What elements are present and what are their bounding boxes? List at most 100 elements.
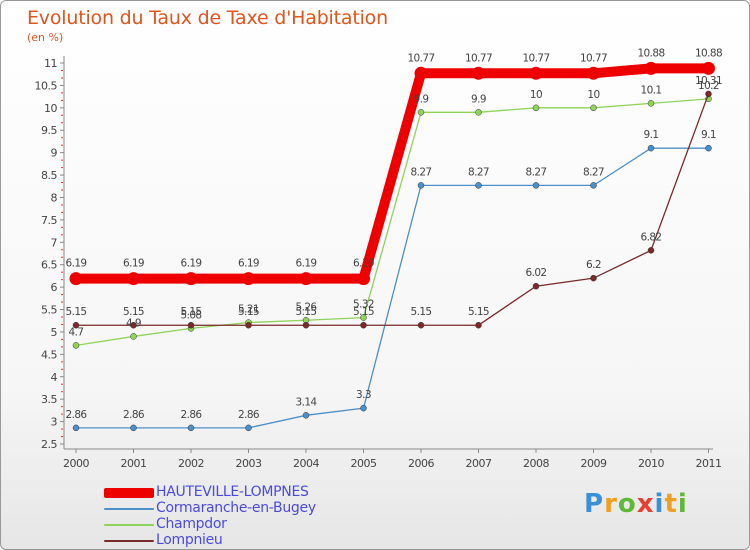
- x-tick-label: 2005: [351, 457, 377, 470]
- data-point: [532, 282, 540, 290]
- data-label: 9.9: [471, 93, 486, 105]
- data-point: [705, 90, 712, 98]
- y-tick-label: 3: [51, 416, 58, 429]
- data-point: [414, 66, 428, 80]
- y-tick-label: 4: [51, 371, 58, 384]
- data-label: 10: [530, 89, 542, 101]
- data-label: 2.86: [66, 409, 88, 421]
- data-point: [360, 321, 367, 329]
- legend-label: Cormaranche-en-Bugey: [156, 500, 316, 516]
- legend-swatch: [104, 488, 154, 498]
- logo-letter: t: [664, 489, 678, 519]
- data-point: [245, 321, 252, 329]
- data-label: 5.15: [411, 306, 432, 318]
- legend-label: Lompnieu: [156, 532, 223, 548]
- data-label: 10.31: [695, 75, 722, 87]
- x-tick-label: 2003: [236, 457, 262, 470]
- legend-swatch: [104, 524, 154, 526]
- data-point: [242, 272, 255, 286]
- data-label: 10.77: [522, 52, 549, 64]
- x-tick-label: 2006: [408, 457, 434, 470]
- data-point: [590, 274, 597, 282]
- data-point: [130, 333, 137, 340]
- data-point: [475, 109, 482, 116]
- data-label: 10.77: [580, 52, 607, 64]
- data-point: [72, 424, 80, 432]
- data-label: 2.86: [238, 409, 260, 421]
- y-tick-label: 4.5: [41, 348, 57, 361]
- x-tick-label: 2007: [466, 457, 492, 470]
- data-label: 3.14: [296, 396, 318, 408]
- data-label: 10.77: [407, 52, 434, 64]
- data-label: 2.86: [181, 409, 203, 421]
- data-label: 10.77: [465, 52, 492, 64]
- data-point: [647, 144, 655, 152]
- y-tick-label: 10: [44, 102, 57, 115]
- data-point: [72, 342, 80, 349]
- data-label: 8.27: [468, 166, 489, 178]
- data-point: [475, 321, 482, 329]
- proxiti-logo: Proxiti: [584, 489, 688, 519]
- series-line-0: [76, 63, 709, 284]
- y-tick-label: 7.5: [41, 214, 57, 227]
- data-point: [532, 182, 540, 189]
- data-label: 9.9: [414, 93, 429, 105]
- data-label: 9.1: [701, 129, 716, 141]
- series-line-1: [76, 147, 709, 429]
- data-label: 8.27: [526, 166, 547, 178]
- data-point: [360, 314, 367, 321]
- data-label: 6.19: [66, 258, 87, 270]
- data-point: [130, 321, 137, 329]
- x-tick-label: 2011: [696, 457, 722, 470]
- data-label: 6.2: [586, 259, 601, 271]
- data-label: 10.88: [695, 47, 722, 59]
- data-point: [245, 424, 252, 432]
- x-tick-label: 2000: [63, 457, 89, 470]
- data-point: [187, 424, 195, 432]
- data-label: 10.88: [637, 47, 664, 59]
- data-point: [644, 61, 658, 75]
- data-point: [647, 247, 655, 254]
- data-point: [532, 104, 540, 112]
- data-point: [299, 272, 313, 286]
- data-point: [69, 272, 83, 286]
- data-label: 8.27: [411, 166, 432, 178]
- data-label: 6.19: [296, 258, 317, 270]
- y-tick-label: 9: [51, 147, 58, 160]
- data-point: [472, 66, 485, 80]
- data-point: [702, 61, 715, 75]
- y-tick-label: 8.5: [41, 169, 57, 182]
- data-point: [587, 66, 600, 80]
- legend-swatch: [104, 508, 154, 510]
- y-tick-label: 11: [44, 57, 57, 70]
- data-label: 10: [587, 89, 599, 101]
- data-label: 5.32: [353, 299, 374, 311]
- data-label: 10.1: [641, 84, 662, 96]
- data-point: [590, 104, 597, 112]
- data-label: 5.15: [353, 306, 374, 318]
- y-tick-label: 2.5: [41, 438, 57, 451]
- data-point: [360, 404, 367, 412]
- data-point: [357, 272, 370, 286]
- logo-letter: i: [654, 489, 665, 519]
- x-tick-label: 2001: [121, 457, 147, 470]
- data-label: 5.15: [181, 306, 202, 318]
- x-tick-label: 2004: [293, 457, 319, 470]
- y-tick-label: 5.5: [41, 304, 57, 317]
- data-point: [529, 66, 543, 80]
- data-label: 5.15: [238, 306, 259, 318]
- logo-letter: r: [604, 489, 618, 519]
- chart-unit-label: (en %): [27, 31, 64, 44]
- y-tick-label: 10.5: [35, 79, 58, 92]
- data-point: [187, 321, 195, 329]
- data-label: 3.3: [356, 389, 371, 401]
- data-label: 6.82: [641, 231, 662, 243]
- data-point: [302, 321, 310, 329]
- data-label: 8.27: [583, 166, 604, 178]
- data-point: [127, 272, 140, 286]
- data-label: 6.19: [353, 258, 374, 270]
- data-label: 6.19: [123, 258, 144, 270]
- logo-letter: x: [636, 489, 655, 519]
- data-label: 10.2: [698, 80, 719, 92]
